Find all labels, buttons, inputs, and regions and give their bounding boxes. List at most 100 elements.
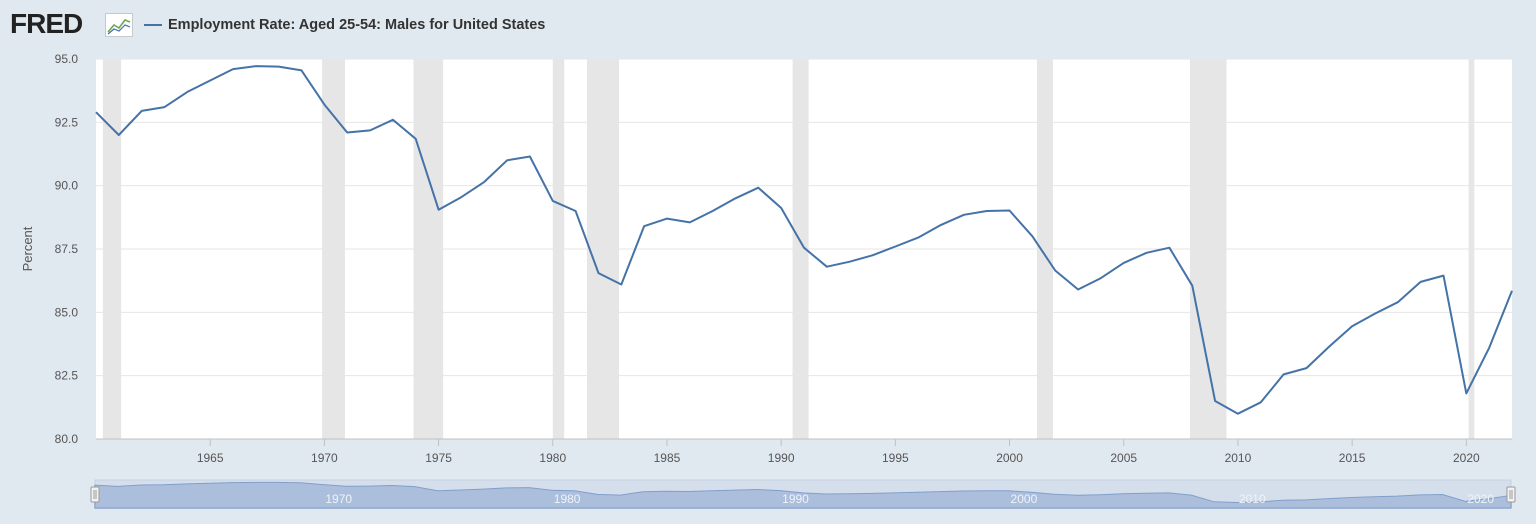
data-point xyxy=(300,68,304,72)
data-point xyxy=(459,195,463,199)
data-point xyxy=(1259,400,1263,404)
data-point xyxy=(939,223,943,227)
navigator-tick-label: 1990 xyxy=(782,492,809,506)
y-axis-label: Percent xyxy=(20,226,35,271)
data-point xyxy=(733,196,737,200)
data-point xyxy=(665,217,669,221)
data-point xyxy=(756,186,760,190)
data-point xyxy=(1076,288,1080,292)
data-point xyxy=(528,155,532,159)
data-point xyxy=(1122,261,1126,265)
data-point xyxy=(1053,269,1057,273)
data-point xyxy=(1464,391,1468,395)
x-tick-label: 2005 xyxy=(1110,451,1137,465)
x-tick-label: 2015 xyxy=(1339,451,1366,465)
x-tick-label: 2020 xyxy=(1453,451,1480,465)
navigator-tick-label: 2010 xyxy=(1239,492,1266,506)
data-point xyxy=(208,79,212,83)
navigator-tick-label: 1980 xyxy=(554,492,581,506)
line-chart-icon xyxy=(105,13,133,37)
data-point xyxy=(1099,276,1103,280)
y-tick-label: 85.0 xyxy=(55,305,79,319)
navigator-handle-right[interactable] xyxy=(1506,486,1516,503)
x-tick-label: 2000 xyxy=(996,451,1023,465)
data-point xyxy=(1190,284,1194,288)
y-tick-label: 82.5 xyxy=(55,369,79,383)
data-point xyxy=(368,128,372,132)
navigator-series xyxy=(94,481,1512,509)
data-point xyxy=(1236,412,1240,416)
data-point xyxy=(1487,346,1491,350)
data-point xyxy=(1008,208,1012,212)
x-tick-label: 1995 xyxy=(882,451,909,465)
data-point xyxy=(437,208,441,212)
y-tick-label: 95.0 xyxy=(55,52,79,66)
data-point xyxy=(825,265,829,269)
y-tick-label: 87.5 xyxy=(55,242,79,256)
navigator-tick-label: 1970 xyxy=(325,492,352,506)
data-point xyxy=(1350,324,1354,328)
x-tick-label: 1970 xyxy=(311,451,338,465)
data-point xyxy=(185,90,189,94)
navigator-tick-label: 2020 xyxy=(1467,492,1494,506)
data-point xyxy=(1145,251,1149,255)
data-point xyxy=(1304,366,1308,370)
data-point xyxy=(94,110,98,114)
data-point xyxy=(848,260,852,264)
data-point xyxy=(551,199,555,203)
x-tick-label: 1990 xyxy=(768,451,795,465)
data-point xyxy=(505,158,509,162)
data-point xyxy=(893,244,897,248)
data-point xyxy=(962,213,966,217)
legend-swatch xyxy=(144,24,162,26)
y-tick-label: 92.5 xyxy=(55,115,79,129)
data-point xyxy=(414,137,418,141)
data-point xyxy=(1510,289,1514,293)
data-point xyxy=(1419,280,1423,284)
x-tick-label: 1980 xyxy=(539,451,566,465)
data-point xyxy=(574,209,578,213)
data-point xyxy=(619,282,623,286)
data-point xyxy=(916,236,920,240)
data-point xyxy=(779,206,783,210)
x-tick-label: 1985 xyxy=(654,451,681,465)
data-point xyxy=(231,67,235,71)
data-point xyxy=(482,180,486,184)
chart-header: FRED Employment Rate: Aged 25-54: Males … xyxy=(0,0,1536,50)
data-point xyxy=(688,220,692,224)
legend-label: Employment Rate: Aged 25-54: Males for U… xyxy=(168,17,546,33)
legend: Employment Rate: Aged 25-54: Males for U… xyxy=(144,15,545,35)
data-point xyxy=(1167,246,1171,250)
navigator-selection xyxy=(95,480,1511,508)
navigator-handle-left[interactable] xyxy=(90,486,100,503)
fred-logo[interactable]: FRED xyxy=(10,8,83,39)
data-point xyxy=(985,209,989,213)
data-point xyxy=(140,109,144,113)
data-point xyxy=(1373,312,1377,316)
series-line xyxy=(95,65,1513,415)
data-point xyxy=(871,253,875,257)
data-point xyxy=(345,130,349,134)
data-point xyxy=(277,65,281,69)
data-point xyxy=(1327,345,1331,349)
data-point xyxy=(1030,234,1034,238)
data-point xyxy=(1441,274,1445,278)
data-point xyxy=(642,224,646,228)
data-point xyxy=(1396,300,1400,304)
data-point xyxy=(117,133,121,137)
navigator-tick-label: 2000 xyxy=(1011,492,1038,506)
data-point xyxy=(1213,399,1217,403)
x-tick-label: 1975 xyxy=(425,451,452,465)
x-tick-label: 1965 xyxy=(197,451,224,465)
y-tick-label: 80.0 xyxy=(55,432,79,446)
x-tick-label: 2010 xyxy=(1225,451,1252,465)
data-point xyxy=(322,103,326,107)
data-point xyxy=(711,209,715,213)
data-point xyxy=(163,105,167,109)
y-tick-label: 90.0 xyxy=(55,179,79,193)
data-point xyxy=(254,64,258,68)
data-point xyxy=(596,271,600,275)
data-point xyxy=(391,118,395,122)
data-point xyxy=(1282,372,1286,376)
